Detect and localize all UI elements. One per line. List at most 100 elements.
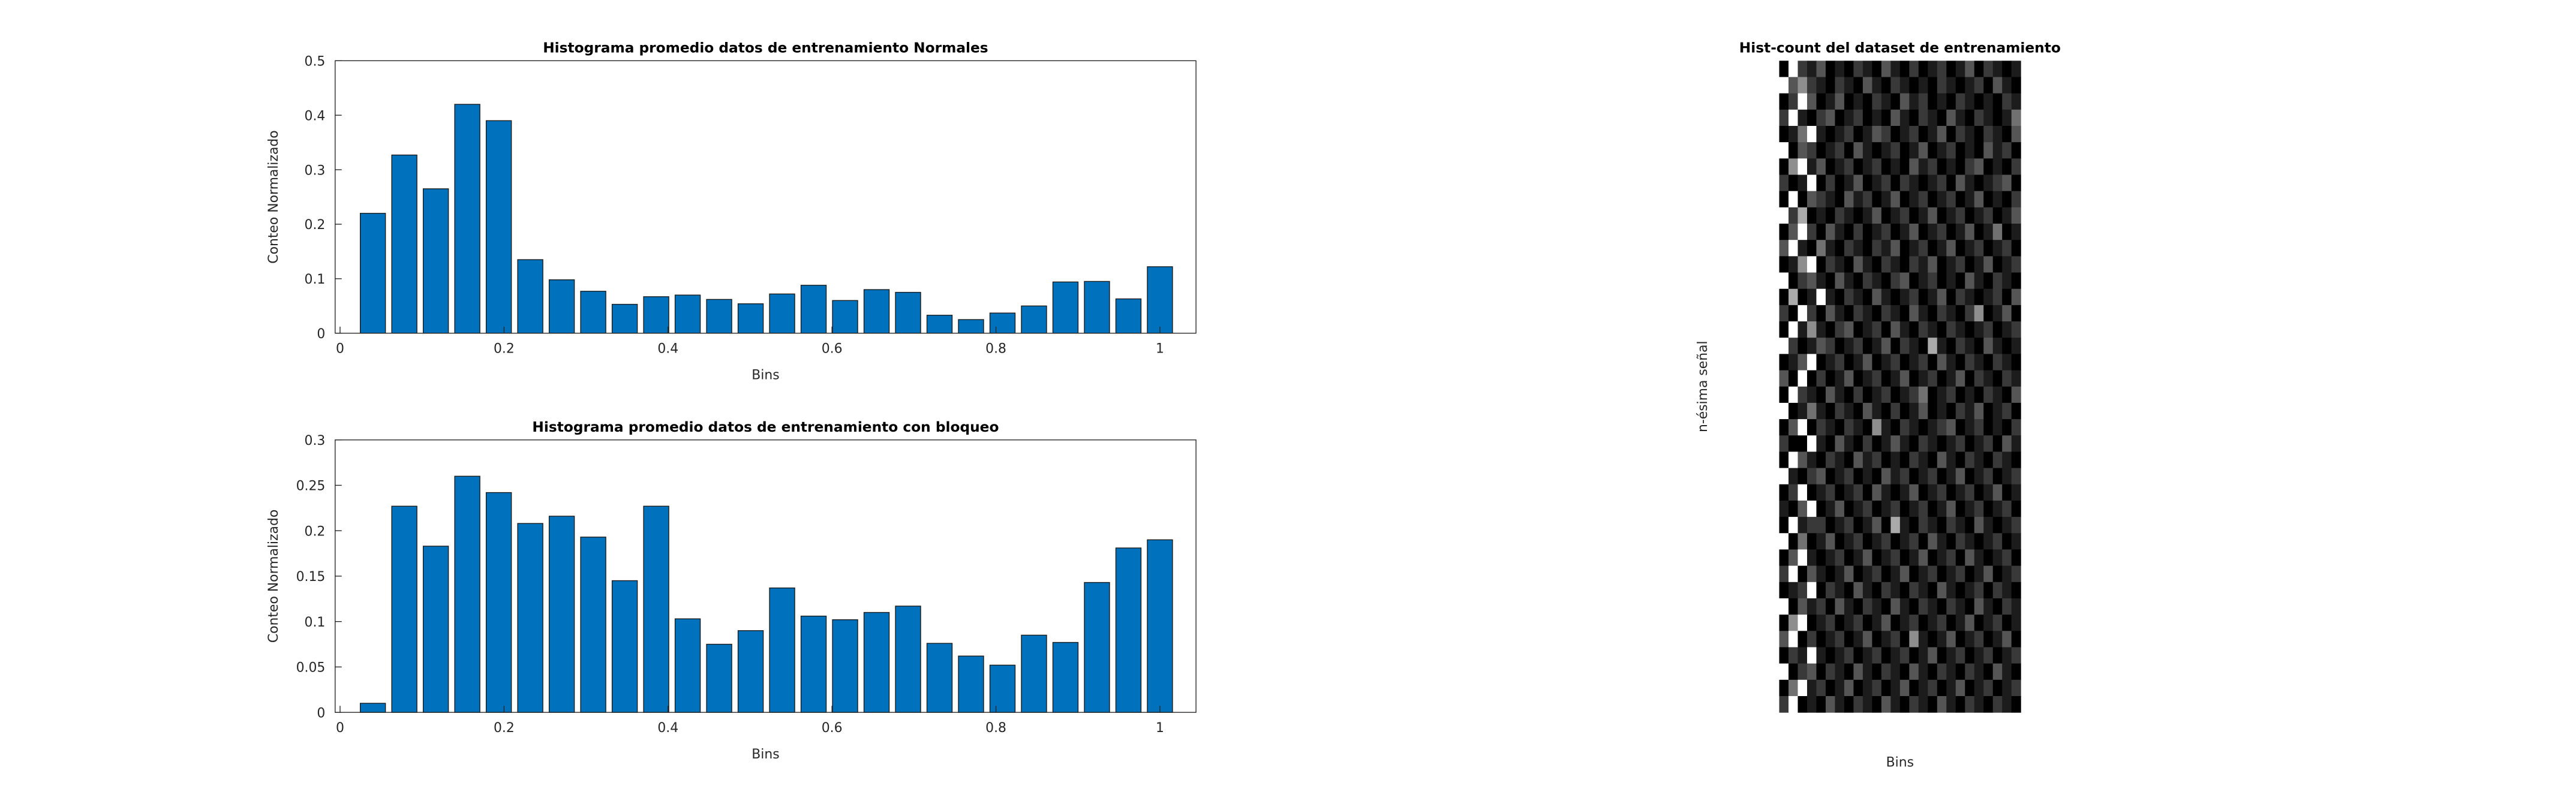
heatmap-cell bbox=[1937, 451, 1947, 469]
heatmap-cell bbox=[1965, 419, 1975, 436]
heatmap-cell bbox=[1835, 615, 1845, 631]
heatmap-cell bbox=[1955, 565, 1965, 583]
heatmap-cell bbox=[2011, 500, 2021, 517]
heatmap-cell bbox=[1835, 240, 1845, 257]
heatmap-cell bbox=[1853, 679, 1863, 697]
heatmap-cell bbox=[1779, 224, 1789, 240]
heatmap-cell bbox=[2002, 321, 2012, 338]
heatmap-cell bbox=[1788, 256, 1799, 273]
heatmap-cell bbox=[1890, 517, 1901, 534]
heatmap-cell bbox=[1872, 224, 1882, 240]
heatmap-cell bbox=[1965, 386, 1975, 403]
heatmap-cell bbox=[1844, 305, 1854, 322]
heatmap-cell bbox=[1835, 224, 1845, 240]
heatmap-cell bbox=[1853, 207, 1863, 224]
heatmap-cell bbox=[1844, 142, 1854, 159]
bar bbox=[1021, 305, 1047, 334]
heatmap-cell bbox=[1946, 679, 1956, 697]
heatmap-cell bbox=[1816, 484, 1826, 501]
heatmap-cell bbox=[1779, 451, 1789, 469]
heatmap-cell bbox=[1965, 679, 1975, 697]
heatmap-cell bbox=[2002, 142, 2012, 159]
heatmap-cell bbox=[1918, 338, 1928, 354]
heatmap-cell bbox=[1806, 288, 1817, 306]
heatmap-cell bbox=[1909, 321, 1919, 338]
heatmap-cell bbox=[1788, 517, 1799, 534]
heatmap-cell bbox=[1862, 142, 1872, 159]
heatmap-cell bbox=[1909, 370, 1919, 387]
heatmap-cell bbox=[1862, 305, 1872, 322]
heatmap-cell bbox=[1806, 207, 1817, 224]
bar bbox=[391, 154, 417, 334]
heatmap-cell bbox=[1835, 647, 1845, 664]
bar bbox=[454, 475, 480, 713]
heatmap-cell bbox=[1853, 191, 1863, 208]
heatmap-cell bbox=[1946, 191, 1956, 208]
bar bbox=[517, 523, 543, 713]
heatmap-cell bbox=[1937, 370, 1947, 387]
heatmap-cell bbox=[1890, 109, 1901, 127]
heatmap-cell bbox=[1965, 500, 1975, 517]
heatmap-cell bbox=[1816, 338, 1826, 354]
heatmap-cell bbox=[1862, 484, 1872, 501]
heatmap-cell bbox=[2002, 549, 2012, 567]
heatmap-cell bbox=[1881, 174, 1891, 192]
heatmap-cell bbox=[1816, 549, 1826, 567]
heatmap-cell bbox=[1983, 615, 1994, 631]
heatmap-cell bbox=[1853, 517, 1863, 534]
heatmap-cell bbox=[1946, 549, 1956, 567]
heatmap-cell bbox=[2002, 240, 2012, 257]
heatmap-cell bbox=[1918, 402, 1928, 420]
heatmap-cell bbox=[1835, 565, 1845, 583]
heatmap-cell bbox=[1825, 598, 1835, 615]
heatmap-cell bbox=[1928, 582, 1938, 599]
heatmap-cell bbox=[2011, 549, 2021, 567]
heatmap-cell bbox=[1798, 468, 1808, 485]
heatmap-cell bbox=[1788, 224, 1799, 240]
heatmap-cell bbox=[1825, 191, 1835, 208]
heatmap-cell bbox=[1909, 224, 1919, 240]
heatmap-cell bbox=[1881, 224, 1891, 240]
heatmap-cell bbox=[1779, 647, 1789, 664]
heatmap-cell bbox=[1788, 370, 1799, 387]
heatmap-cell bbox=[1816, 61, 1826, 78]
heatmap-cell bbox=[1881, 288, 1891, 306]
heatmap-cell bbox=[1806, 647, 1817, 664]
heatmap-cell bbox=[2011, 370, 2021, 387]
heatmap-cell bbox=[1798, 240, 1808, 257]
heatmap-cell bbox=[1918, 419, 1928, 436]
heatmap-cell bbox=[1872, 631, 1882, 648]
heatmap-cell bbox=[1955, 517, 1965, 534]
bar bbox=[1052, 642, 1079, 713]
heatmap-cell bbox=[1844, 109, 1854, 127]
heatmap-cell bbox=[1928, 663, 1938, 680]
heatmap-cell bbox=[1937, 402, 1947, 420]
heatmap-cell bbox=[1881, 598, 1891, 615]
heatmap-cell bbox=[1992, 549, 2003, 567]
bar bbox=[895, 606, 921, 713]
heatmap-cell bbox=[1909, 191, 1919, 208]
heatmap-cell bbox=[1909, 402, 1919, 420]
heatmap-cell bbox=[1992, 93, 2003, 110]
heatmap-cell bbox=[1918, 93, 1928, 110]
heatmap-cell bbox=[1937, 598, 1947, 615]
heatmap-cell bbox=[1779, 679, 1789, 697]
heatmap-cell bbox=[1844, 435, 1854, 452]
heatmap-cell bbox=[1835, 419, 1845, 436]
heatmap-cell bbox=[1844, 419, 1854, 436]
heatmap-cell bbox=[1974, 93, 1984, 110]
heatmap-cell bbox=[2011, 695, 2021, 713]
heatmap-cell bbox=[1862, 125, 1872, 143]
heatmap-cell bbox=[1946, 419, 1956, 436]
heatmap-cell bbox=[1992, 435, 2003, 452]
heatmap-cell bbox=[1992, 451, 2003, 469]
heatmap-cell bbox=[1955, 679, 1965, 697]
heatmap-cell bbox=[1816, 386, 1826, 403]
heatmap-cell bbox=[1955, 370, 1965, 387]
heatmap-cell bbox=[1899, 484, 1910, 501]
heatmap-cell bbox=[1881, 386, 1891, 403]
heatmap-cell bbox=[1974, 517, 1984, 534]
heatmap-cell bbox=[1881, 500, 1891, 517]
heatmap-cell bbox=[2002, 679, 2012, 697]
heatmap-cell bbox=[1928, 500, 1938, 517]
